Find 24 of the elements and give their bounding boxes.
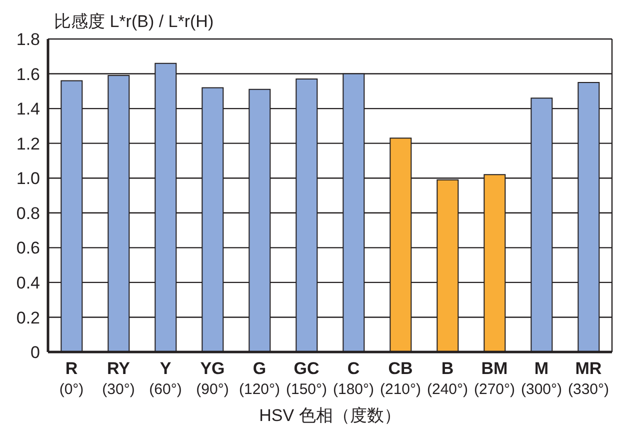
x-axis-title: HSV 色相（度数）: [258, 405, 402, 427]
y-tick-label: 0.6: [16, 238, 40, 258]
x-tick-label: BM (270°): [474, 359, 516, 398]
y-tick-label: 1.0: [16, 169, 40, 188]
y-tick-label: 0.8: [16, 204, 40, 223]
x-tick-label: C (180°): [332, 359, 374, 398]
x-tick-label: RY (30°): [102, 359, 135, 398]
y-axis-title: 比感度 L*r(B) / L*r(H): [54, 11, 214, 33]
x-tick-label: YG (90°): [196, 359, 229, 398]
x-tick-label: CB (210°): [380, 359, 422, 398]
y-tick-label: 0.4: [16, 273, 40, 292]
x-tick-label: M (300°): [520, 359, 562, 398]
y-tick-label: 0.2: [16, 308, 40, 328]
y-tick-label: 1.2: [16, 134, 40, 154]
x-tick-label: GC (150°): [286, 359, 328, 398]
x-tick-label: G (120°): [238, 359, 280, 398]
x-tick-label: MR (330°): [568, 359, 610, 398]
x-tick-label: R (0°): [59, 359, 84, 398]
y-tick-label: 0: [30, 343, 40, 362]
y-tick-label: 1.6: [16, 64, 40, 84]
x-tick-label: B (240°): [426, 359, 468, 398]
y-tick-label: 1.8: [16, 30, 40, 50]
y-tick-label: 1.4: [16, 100, 40, 119]
x-tick-label: Y (60°): [149, 359, 182, 398]
